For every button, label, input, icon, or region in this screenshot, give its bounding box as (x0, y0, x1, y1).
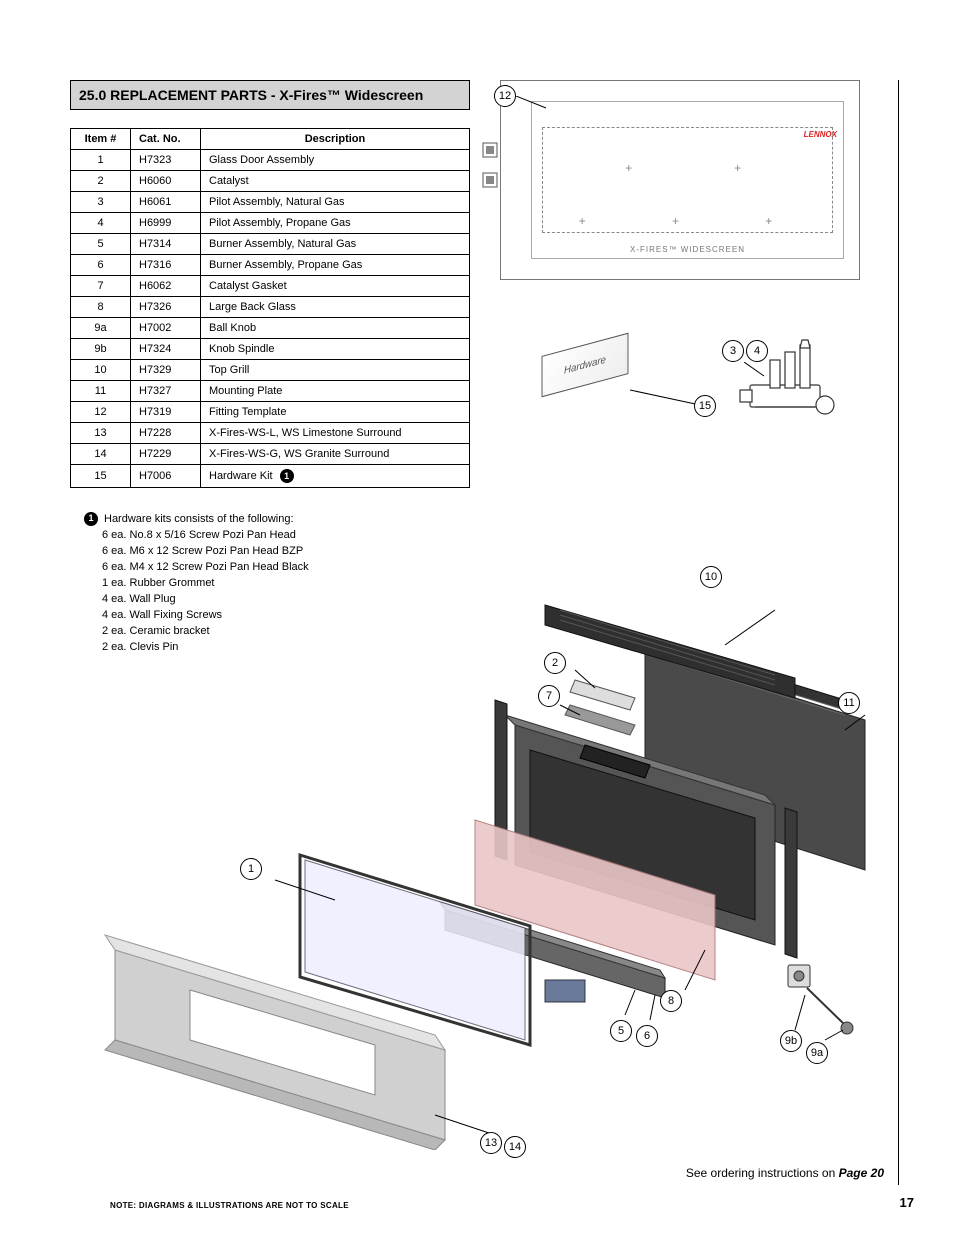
table-cell: Pilot Assembly, Propane Gas (201, 213, 470, 234)
table-cell: 12 (71, 402, 131, 423)
table-cell: H6061 (131, 192, 201, 213)
table-cell: H7329 (131, 360, 201, 381)
table-cell: Burner Assembly, Propane Gas (201, 255, 470, 276)
table-row: 9bH7324Knob Spindle (71, 339, 470, 360)
table-cell: X-Fires-WS-L, WS Limestone Surround (201, 423, 470, 444)
table-row: 9aH7002Ball Knob (71, 318, 470, 339)
table-cell: 1 (71, 150, 131, 171)
order-note-page: Page 20 (839, 1166, 884, 1180)
table-cell: 15 (71, 465, 131, 488)
table-cell: H6060 (131, 171, 201, 192)
table-cell: Knob Spindle (201, 339, 470, 360)
th-catno: Cat. No. (131, 129, 201, 150)
table-cell: 3 (71, 192, 131, 213)
table-cell: Catalyst (201, 171, 470, 192)
callout-14: 14 (504, 1136, 526, 1158)
table-cell: Top Grill (201, 360, 470, 381)
callout-7: 7 (538, 685, 560, 707)
table-cell: 8 (71, 297, 131, 318)
table-cell: H7327 (131, 381, 201, 402)
table-cell: 4 (71, 213, 131, 234)
callout-5: 5 (610, 1020, 632, 1042)
table-cell: H7319 (131, 402, 201, 423)
template-label: X-FIRES™ WIDESCREEN (532, 245, 843, 254)
callout-2: 2 (544, 652, 566, 674)
table-cell: 5 (71, 234, 131, 255)
table-row: 5H7314Burner Assembly, Natural Gas (71, 234, 470, 255)
table-row: 4H6999Pilot Assembly, Propane Gas (71, 213, 470, 234)
table-cell: 2 (71, 171, 131, 192)
table-cell: 7 (71, 276, 131, 297)
table-row: 2H6060Catalyst (71, 171, 470, 192)
page-right-rule (898, 80, 899, 1185)
table-header-row: Item # Cat. No. Description (71, 129, 470, 150)
table-cell: H7326 (131, 297, 201, 318)
table-cell: H7323 (131, 150, 201, 171)
parts-table: Item # Cat. No. Description 1H7323Glass … (70, 128, 470, 488)
table-cell: Mounting Plate (201, 381, 470, 402)
table-row: 7H6062Catalyst Gasket (71, 276, 470, 297)
hardware-note-lead: Hardware kits consists of the following: (104, 512, 294, 528)
callout-9a: 9a (806, 1042, 828, 1064)
table-cell: H7229 (131, 444, 201, 465)
table-cell: Pilot Assembly, Natural Gas (201, 192, 470, 213)
table-cell: 6 (71, 255, 131, 276)
table-cell: 9b (71, 339, 131, 360)
table-row: 8H7326Large Back Glass (71, 297, 470, 318)
table-cell: H6999 (131, 213, 201, 234)
table-row: 6H7316Burner Assembly, Propane Gas (71, 255, 470, 276)
table-cell: 10 (71, 360, 131, 381)
table-cell: H7002 (131, 318, 201, 339)
table-row: 13H7228X-Fires-WS-L, WS Limestone Surrou… (71, 423, 470, 444)
table-cell: 14 (71, 444, 131, 465)
table-cell: Fitting Template (201, 402, 470, 423)
table-cell: Catalyst Gasket (201, 276, 470, 297)
table-row: 1H7323Glass Door Assembly (71, 150, 470, 171)
section-title: 25.0 REPLACEMENT PARTS - X-Fires™ Widesc… (70, 80, 470, 110)
table-row: 10H7329Top Grill (71, 360, 470, 381)
table-row: 3H6061Pilot Assembly, Natural Gas (71, 192, 470, 213)
table-cell: H7316 (131, 255, 201, 276)
pilot-assembly-drawing (730, 330, 860, 440)
table-cell: H7228 (131, 423, 201, 444)
hardware-list-item: 6 ea. No.8 x 5/16 Screw Pozi Pan Head (102, 528, 890, 544)
order-note-text: See ordering instructions on (686, 1166, 839, 1180)
table-cell: H6062 (131, 276, 201, 297)
table-row: 14H7229X-Fires-WS-G, WS Granite Surround (71, 444, 470, 465)
exploded-view (75, 550, 885, 1150)
table-cell: H7324 (131, 339, 201, 360)
callout-9b: 9b (780, 1030, 802, 1052)
callout-8: 8 (660, 990, 682, 1012)
table-cell: Hardware Kit 1 (201, 465, 470, 488)
table-cell: 9a (71, 318, 131, 339)
callout-10: 10 (700, 566, 722, 588)
table-cell: Burner Assembly, Natural Gas (201, 234, 470, 255)
ordering-note: See ordering instructions on Page 20 (686, 1166, 884, 1180)
table-cell: 11 (71, 381, 131, 402)
callout-15: 15 (694, 395, 716, 417)
table-cell: Large Back Glass (201, 297, 470, 318)
callout-13: 13 (480, 1132, 502, 1154)
callout-6: 6 (636, 1025, 658, 1047)
table-row: 11H7327Mounting Plate (71, 381, 470, 402)
th-item: Item # (71, 129, 131, 150)
note-marker-1: 1 (84, 512, 98, 526)
callout-1: 1 (240, 858, 262, 880)
table-cell: Glass Door Assembly (201, 150, 470, 171)
table-cell: H7006 (131, 465, 201, 488)
callout-12: 12 (494, 85, 516, 107)
table-row: 12H7319Fitting Template (71, 402, 470, 423)
footer-scale-note: NOTE: DIAGRAMS & ILLUSTRATIONS ARE NOT T… (110, 1201, 349, 1210)
table-cell: Ball Knob (201, 318, 470, 339)
table-cell: 13 (71, 423, 131, 444)
table-cell: H7314 (131, 234, 201, 255)
logo-text: LENNOX (804, 130, 837, 139)
note-marker-1: 1 (280, 469, 294, 483)
th-desc: Description (201, 129, 470, 150)
page-number: 17 (900, 1195, 914, 1210)
table-row: 15H7006Hardware Kit 1 (71, 465, 470, 488)
callout-11: 11 (838, 692, 860, 714)
table-cell: X-Fires-WS-G, WS Granite Surround (201, 444, 470, 465)
